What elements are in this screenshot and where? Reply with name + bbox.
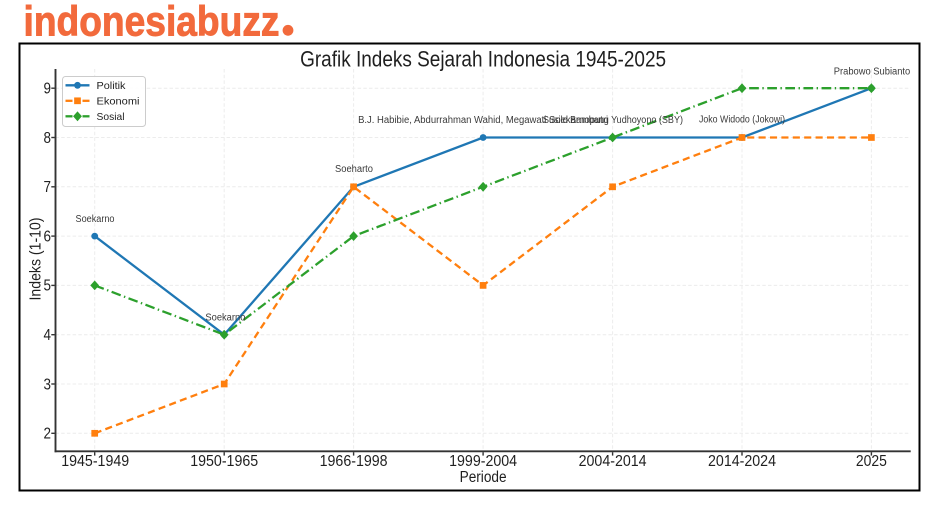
svg-text:Ekonomi: Ekonomi xyxy=(97,96,140,108)
svg-text:1999-2004: 1999-2004 xyxy=(449,453,517,470)
svg-text:7: 7 xyxy=(44,179,52,196)
svg-text:Indeks (1-10): Indeks (1-10) xyxy=(28,218,45,301)
svg-text:3: 3 xyxy=(44,376,52,393)
svg-text:Susilo Bambang Yudhoyono (SBY): Susilo Bambang Yudhoyono (SBY) xyxy=(543,115,683,126)
svg-text:2004-2014: 2004-2014 xyxy=(579,453,647,470)
svg-text:9: 9 xyxy=(44,81,52,98)
svg-text:Periode: Periode xyxy=(460,469,507,486)
svg-text:Prabowo Subianto: Prabowo Subianto xyxy=(834,66,911,77)
svg-text:Politik: Politik xyxy=(97,80,127,92)
svg-text:1950-1965: 1950-1965 xyxy=(190,453,258,470)
svg-text:Soekarno: Soekarno xyxy=(205,313,245,324)
svg-text:Joko Widodo (Jokowi): Joko Widodo (Jokowi) xyxy=(699,115,785,126)
svg-text:Soekarno: Soekarno xyxy=(76,214,115,225)
svg-text:4: 4 xyxy=(44,327,52,344)
svg-text:8: 8 xyxy=(44,130,52,147)
svg-text:5: 5 xyxy=(44,278,52,295)
svg-text:2025: 2025 xyxy=(856,453,887,470)
svg-text:6: 6 xyxy=(44,228,52,245)
svg-text:1945-1949: 1945-1949 xyxy=(61,453,129,470)
svg-text:2: 2 xyxy=(44,426,52,443)
svg-text:Grafik Indeks Sejarah Indonesi: Grafik Indeks Sejarah Indonesia 1945-202… xyxy=(300,46,666,71)
svg-text:Sosial: Sosial xyxy=(97,111,125,123)
svg-text:2014-2024: 2014-2024 xyxy=(708,453,776,470)
svg-text:Soeharto: Soeharto xyxy=(335,164,373,175)
svg-text:B.J. Habibie, Abdurrahman Wahi: B.J. Habibie, Abdurrahman Wahid, Megawat… xyxy=(358,115,608,126)
svg-text:indonesiabuzz: indonesiabuzz xyxy=(24,0,280,45)
svg-text:1966-1998: 1966-1998 xyxy=(320,453,388,470)
